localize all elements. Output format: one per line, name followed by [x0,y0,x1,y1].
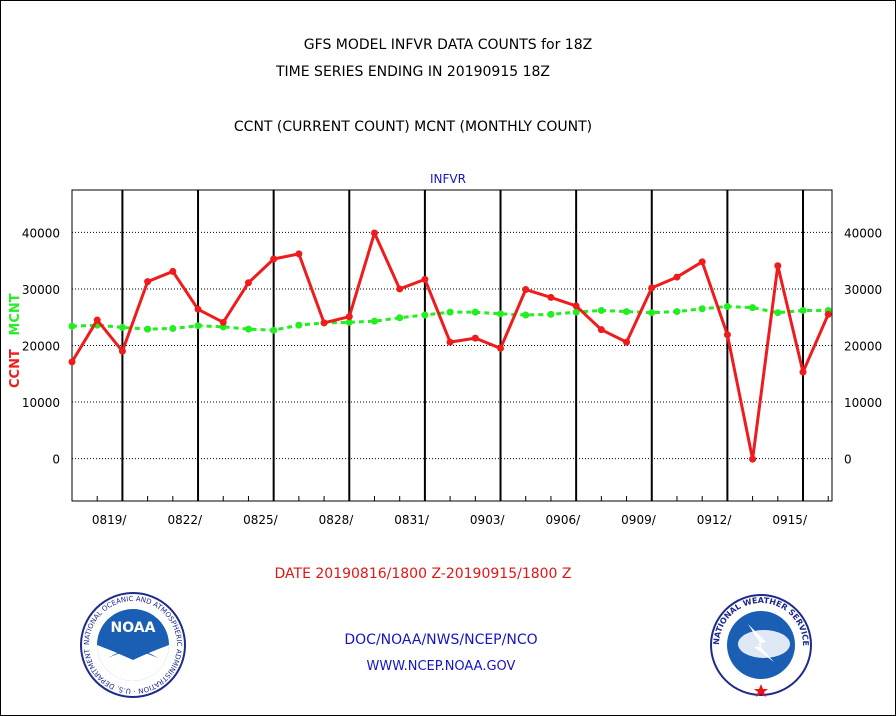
point-mcnt [270,326,278,334]
point-mcnt [774,309,782,317]
point-mcnt [648,309,656,317]
point-mcnt [144,325,152,333]
point-mcnt [446,308,454,316]
point-mcnt [295,321,303,329]
point-mcnt [597,306,605,314]
y-tick-label-right: 0 [844,453,852,467]
point-ccnt [648,284,656,292]
x-tick-label: 0825/ [243,513,279,527]
y-tick-label-right: 10000 [844,396,882,410]
y-tick-label-left: 0 [52,453,60,467]
point-mcnt [244,325,252,333]
point-ccnt [774,262,782,270]
point-ccnt [471,334,479,342]
point-mcnt [749,304,757,312]
point-ccnt [169,267,177,275]
point-mcnt [799,306,807,314]
point-ccnt [572,302,580,310]
point-mcnt [118,323,126,331]
point-mcnt [421,311,429,319]
x-tick-label: 0906/ [546,513,582,527]
point-mcnt [345,318,353,326]
footer-org: DOC/NOAA/NWS/NCEP/NCO [344,632,538,648]
y-tick-label-left: 40000 [22,226,60,240]
x-tick-label: 0903/ [470,513,506,527]
point-mcnt [169,325,177,333]
y-axis-label-ccnt: CCNT [8,349,23,388]
chart-title: GFS MODEL INFVR DATA COUNTS for 18Z [303,37,593,53]
y-tick-label-left: 30000 [22,283,60,297]
point-mcnt [572,308,580,316]
chart-subtitle: TIME SERIES ENDING IN 20190915 18Z [276,64,550,80]
point-ccnt [270,255,278,263]
point-mcnt [673,308,681,316]
point-ccnt [93,316,101,324]
point-ccnt [799,368,807,376]
series-line-ccnt [70,231,830,461]
svg-text:NOAA: NOAA [111,620,156,636]
series-label: INFVR [430,172,466,186]
point-mcnt [471,308,479,316]
point-ccnt [824,310,832,318]
point-mcnt [194,322,202,330]
date-range: DATE 20190816/1800 Z-20190915/1800 Z [274,566,572,582]
point-mcnt [396,314,404,322]
point-ccnt [370,229,378,237]
y-tick-label-left: 20000 [22,340,60,354]
nws-logo: NATIONAL WEATHER SERVICE [710,594,812,697]
point-ccnt [723,331,731,339]
point-ccnt [547,293,555,301]
x-tick-label: 0828/ [319,513,355,527]
x-tick-label: 0819/ [92,513,128,527]
point-ccnt [446,338,454,346]
point-mcnt [370,317,378,325]
point-ccnt [749,455,757,463]
point-ccnt [295,250,303,258]
point-ccnt [673,273,681,281]
point-ccnt [497,344,505,352]
point-ccnt [396,285,404,293]
point-ccnt [194,305,202,313]
y-tick-label-right: 30000 [844,283,882,297]
point-ccnt [320,319,328,327]
y-axis-label-mcnt: MCNT [8,293,23,336]
x-tick-label: 0822/ [167,513,203,527]
point-mcnt [68,322,76,330]
y-axis-label: CCNT MCNT [8,293,23,388]
footer-url[interactable]: WWW.NCEP.NOAA.GOV [366,659,516,674]
point-ccnt [219,318,227,326]
point-mcnt [547,310,555,318]
point-mcnt [623,308,631,316]
point-ccnt [698,258,706,266]
noaa-logo: NATIONAL OCEANIC AND ATMOSPHERIC ADMINIS… [78,590,186,698]
y-tick-label-left: 10000 [22,396,60,410]
point-mcnt [497,310,505,318]
point-ccnt [623,338,631,346]
x-tick-label: 0912/ [697,513,733,527]
y-tick-label-right: 20000 [844,340,882,354]
point-ccnt [144,278,152,286]
point-ccnt [421,275,429,283]
x-tick-label: 0909/ [621,513,657,527]
point-mcnt [698,305,706,313]
chart-legend-description: CCNT (CURRENT COUNT) MCNT (MONTHLY COUNT… [233,119,593,135]
point-ccnt [522,286,530,294]
point-mcnt [723,302,731,310]
point-ccnt [118,347,126,355]
point-ccnt [345,313,353,321]
point-mcnt [522,311,530,319]
y-tick-label-right: 40000 [844,226,882,240]
point-ccnt [68,358,76,366]
x-tick-label: 0831/ [394,513,430,527]
point-ccnt [244,279,252,287]
point-ccnt [597,326,605,334]
x-tick-label: 0915/ [772,513,808,527]
